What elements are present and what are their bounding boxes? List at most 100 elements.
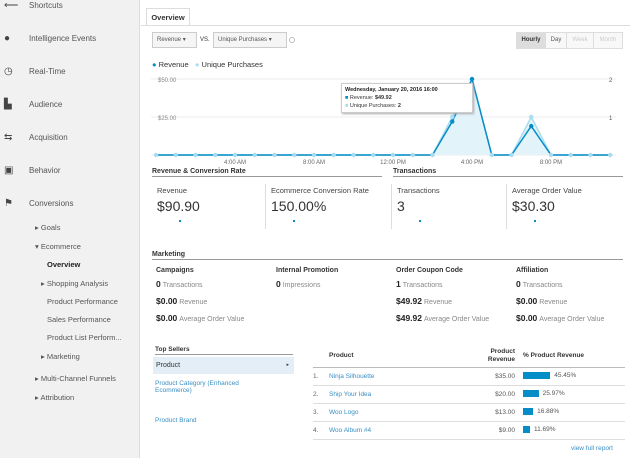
purchases-point: [529, 114, 534, 120]
label: Product: [156, 362, 181, 369]
sidebar-marketing[interactable]: ▸ Marketing: [41, 352, 80, 361]
sidebar-product-list[interactable]: Product List Perform...: [47, 333, 122, 342]
sidebar-product-performance[interactable]: Product Performance: [47, 297, 118, 306]
product-link[interactable]: Ship Your Idea: [329, 385, 465, 404]
arrows-icon: ⇆: [4, 132, 13, 143]
metric-label: Average Order Value: [512, 186, 582, 195]
purchases-point: [371, 152, 376, 158]
purchases-point: [568, 152, 573, 158]
label: Acquisition: [29, 133, 68, 142]
metric1-dropdown[interactable]: Revenue ▾: [152, 32, 197, 48]
label: Behavior: [29, 166, 61, 175]
label: Marketing: [46, 352, 80, 361]
marketing-heading: Internal Promotion: [276, 267, 339, 274]
label: Intelligence Events: [29, 34, 97, 43]
y-tick-left: $50.00: [158, 78, 177, 84]
marketing-row: $0.00 Revenue: [156, 296, 208, 306]
line-chart[interactable]: $25.00 $50.00 1 2 4:00 AM 8:00 AM 12:00 PM 4:00…: [141, 70, 630, 170]
clock-icon: ◷: [4, 66, 13, 77]
row-revenue: $35.00: [465, 367, 515, 386]
row-pct: 11.69%: [515, 421, 625, 440]
legend-revenue-icon: ●: [152, 60, 157, 69]
sidebar-attribution[interactable]: ▸ Attribution: [35, 393, 75, 402]
metric-label: Transactions: [397, 186, 440, 195]
legend-revenue: Revenue: [158, 60, 189, 69]
sidebar-item-acquisition[interactable]: ⇆ Acquisition: [4, 132, 68, 143]
section-marketing: Marketing: [152, 251, 623, 260]
label: Revenue: [157, 37, 182, 43]
sidebar-sales-performance[interactable]: Sales Performance: [47, 315, 111, 324]
table-header: Product Product Revenue % Product Revenu…: [313, 345, 625, 368]
sidebar: ⟵ Shortcuts ● Intelligence Events ◷ Real-Ti…: [0, 0, 140, 458]
purchases-point: [331, 152, 336, 158]
table-row: 2. Ship Your Idea $20.00 25.97%: [313, 385, 625, 404]
week-button[interactable]: Week: [566, 32, 594, 49]
marketing-row: 0 Impressions: [276, 279, 321, 289]
row-rank: 1.: [313, 367, 329, 386]
row-revenue: $13.00: [465, 403, 515, 422]
top-sellers-table: Product Product Revenue % Product Revenu…: [313, 345, 625, 440]
purchases-point: [509, 152, 514, 158]
top-sellers-title: Top Sellers: [155, 346, 293, 355]
tab-overview[interactable]: Overview: [146, 8, 190, 25]
x-tick: 12:00 PM: [380, 160, 406, 166]
divider: [265, 184, 266, 229]
purchases-point: [272, 152, 277, 158]
sidebar-ecommerce[interactable]: ▾ Ecommerce: [35, 242, 81, 251]
purchases-point: [292, 152, 297, 158]
add-metric-icon[interactable]: [289, 37, 295, 43]
sidebar-item-conversions[interactable]: ⚑ Conversions: [4, 198, 73, 209]
sidebar-item-shortcuts[interactable]: ⟵ Shortcuts: [4, 0, 63, 11]
x-tick: 4:00 PM: [461, 160, 483, 166]
label: Shortcuts: [29, 1, 63, 10]
sparkline: [419, 220, 421, 222]
sidebar-multi-channel[interactable]: ▸ Multi-Channel Funnels: [35, 374, 116, 383]
sidebar-shopping-analysis[interactable]: ▸ Shopping Analysis: [41, 279, 109, 288]
row-pct: 25.97%: [515, 385, 625, 404]
marketing-row: $49.92 Revenue: [396, 296, 453, 306]
sidebar-item-realtime[interactable]: ◷ Real-Time: [4, 66, 66, 77]
sidebar-item-audience[interactable]: ▙ Audience: [4, 99, 62, 110]
hourly-button[interactable]: Hourly: [516, 32, 546, 49]
purchases-point: [153, 152, 159, 158]
marketing-row: $0.00 Average Order Value: [156, 313, 245, 323]
metric-value: 3: [397, 198, 405, 214]
legend-purchases-icon: ●: [194, 60, 200, 69]
top-sellers-product[interactable]: Product ▸: [153, 357, 294, 374]
top-sellers-category[interactable]: Product Category (Enhanced Ecommerce): [155, 380, 239, 394]
purchases-point: [548, 152, 554, 158]
metric2-dropdown[interactable]: Unique Purchases ▾: [213, 32, 287, 48]
table-row: 1. Ninja Silhouette $35.00 45.45%: [313, 367, 625, 386]
tooltip-title: Wednesday, January 20, 2016 16:00: [345, 87, 438, 93]
top-sellers-brand[interactable]: Product Brand: [155, 417, 197, 424]
label: Attribution: [40, 393, 75, 402]
product-link[interactable]: Woo Logo: [329, 403, 465, 422]
purchases-point: [450, 114, 455, 120]
metric-label: Revenue: [157, 186, 188, 195]
revenue-line: [156, 76, 611, 156]
x-tick: 4:00 AM: [224, 160, 246, 166]
revenue-point: [450, 119, 455, 124]
sidebar-overview[interactable]: Overview: [47, 260, 81, 269]
purchases-point: [193, 152, 198, 158]
sidebar-item-intelligence[interactable]: ● Intelligence Events: [4, 33, 97, 44]
y-tick-right: 2: [609, 78, 613, 84]
main-content: Overview Revenue ▾ VS. Unique Purchases …: [141, 0, 630, 458]
sidebar-goals[interactable]: ▸ Goals: [35, 223, 61, 232]
product-link[interactable]: Ninja Silhouette: [329, 367, 465, 386]
revenue-point: [469, 76, 475, 82]
shortcut-arrow-icon: ⟵: [4, 0, 19, 11]
product-link[interactable]: Woo Album #4: [329, 421, 465, 440]
sidebar-item-behavior[interactable]: ▣ Behavior: [4, 165, 61, 176]
marketing-row: $49.92 Average Order Value: [396, 313, 490, 323]
marketing-row: 0 Transactions: [156, 279, 203, 289]
view-full-report-link[interactable]: view full report: [571, 445, 613, 452]
row-rank: 3.: [313, 403, 329, 422]
day-button[interactable]: Day: [545, 32, 567, 49]
marketing-row: 0 Transactions: [516, 279, 563, 289]
marketing-row: $0.00 Average Order Value: [516, 313, 605, 323]
purchases-point: [430, 152, 435, 158]
month-button[interactable]: Month: [593, 32, 623, 49]
col-product: Product: [329, 345, 465, 368]
label: Multi-Channel Funnels: [40, 374, 116, 383]
